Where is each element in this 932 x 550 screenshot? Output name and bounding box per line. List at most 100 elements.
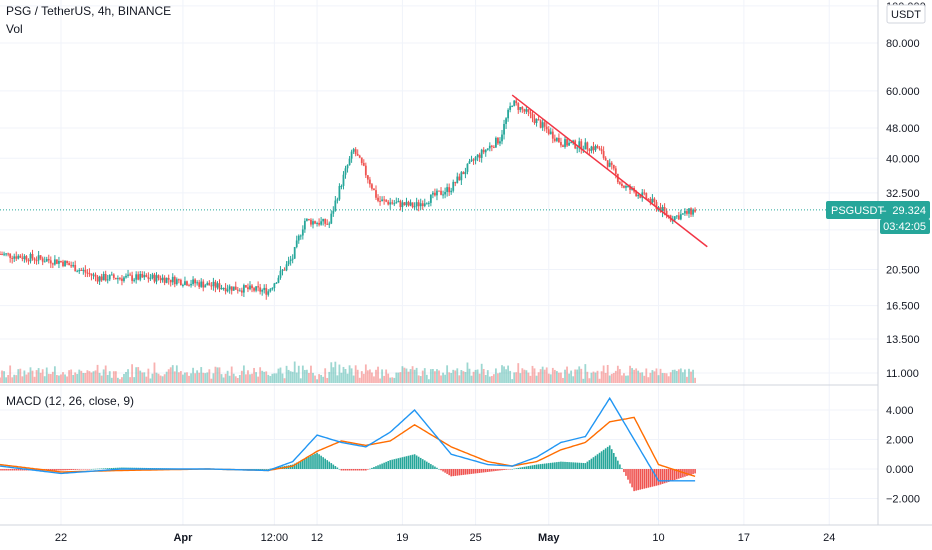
candle-body (297, 235, 300, 241)
candle-body (143, 275, 146, 278)
candle-body (568, 142, 570, 146)
candle-body (104, 274, 107, 281)
candle-body (501, 134, 503, 142)
volume-bar (356, 369, 359, 383)
volume-bar (257, 376, 260, 383)
macd-histogram-bar (694, 469, 696, 474)
currency-badge[interactable] (886, 4, 926, 24)
volume-bar (507, 365, 510, 383)
volume-bar (474, 369, 477, 383)
currency-label: USDT (891, 9, 921, 21)
macd-histogram-bar (495, 469, 497, 471)
candle-body (58, 260, 60, 264)
candle-body (228, 286, 231, 290)
candle-body (578, 141, 581, 148)
candle-body (334, 200, 337, 211)
candle-body (106, 279, 109, 281)
candle-body (287, 261, 290, 265)
candle-body (499, 141, 501, 144)
macd-histogram-bar (619, 464, 621, 469)
macd-histogram-bar (610, 449, 613, 469)
candle-body (651, 198, 654, 203)
candle-body (214, 281, 217, 288)
macd-histogram-bar (663, 469, 666, 484)
price-axis[interactable]: 100.00080.00060.00048.00040.00032.50026.… (886, 1, 926, 380)
macd-tick-label: −2.000 (886, 494, 920, 506)
macd-histogram-bar (395, 458, 398, 469)
price-tag: PSGUSDT – 29.324 03:42:05 (826, 201, 930, 234)
macd-histogram-bar (86, 469, 89, 470)
volume-bar (665, 373, 668, 383)
volume-bar (566, 366, 568, 383)
macd-histogram-bar (537, 464, 540, 469)
volume-bar (578, 366, 581, 383)
macd-histogram-bar (592, 457, 595, 469)
macd-histogram-bar (547, 463, 550, 469)
trendline[interactable] (511, 94, 708, 248)
candle-body (417, 202, 420, 207)
candle-body (432, 192, 434, 195)
candle-body (338, 186, 341, 200)
volume-bar (588, 378, 591, 383)
macd-histogram-bar (454, 469, 457, 476)
candle-body (249, 285, 251, 290)
macd-histogram-bar (572, 462, 574, 469)
candle-body (531, 113, 534, 119)
macd-axis[interactable]: 4.000 2.000 0.000 −2.000 (886, 405, 920, 506)
volume-bar (655, 368, 658, 383)
macd-histogram-bar (350, 469, 353, 471)
volume-bar (602, 365, 605, 383)
volume-bar (456, 368, 459, 383)
candle-body (96, 276, 99, 282)
macd-histogram-bar (7, 469, 9, 471)
time-axis[interactable]: 22 Apr 12:00 12 19 25 May 10 17 24 (55, 532, 836, 544)
candle-body (171, 276, 174, 283)
candle-body (299, 235, 302, 237)
candle-body (110, 274, 113, 276)
candle-body (472, 159, 475, 161)
macd-histogram-bar (76, 469, 79, 470)
candle-body (364, 165, 367, 176)
macd-histogram-bar (47, 469, 50, 471)
candle-body (395, 202, 398, 204)
candle-body (116, 278, 119, 280)
macd-histogram-bar (578, 462, 581, 469)
volume-bar (253, 367, 255, 383)
macd-histogram-bar (533, 464, 536, 469)
candle-body (454, 181, 457, 184)
macd-histogram-bar (621, 468, 623, 469)
volume-bar (434, 371, 436, 383)
volume-bar (564, 369, 566, 383)
price-tick-label: 40.000 (886, 153, 920, 165)
volume-bar (216, 367, 219, 383)
candle-body (157, 275, 160, 279)
macd-histogram-bar (391, 459, 394, 469)
volume-bar (679, 368, 682, 383)
candle-body (242, 285, 245, 293)
volume-bars (0, 361, 696, 383)
volume-bar (9, 365, 12, 383)
volume-bar (104, 365, 107, 383)
countdown-timer: 03:42:05 (883, 221, 926, 233)
macd-histogram-bar (446, 469, 448, 474)
candle-body (576, 147, 579, 149)
time-tick-label: Apr (173, 532, 193, 544)
volume-bar (332, 367, 335, 383)
candle-body (216, 283, 219, 288)
candle-body (403, 202, 406, 206)
macd-histogram-bar (450, 469, 452, 477)
volume-bar (562, 377, 564, 383)
macd-histogram-bar (70, 469, 72, 470)
candle-body (529, 112, 532, 114)
macd-histogram-bar (267, 469, 270, 470)
volume-bar (171, 365, 174, 383)
volume-bar (663, 373, 666, 383)
volume-bar (19, 368, 22, 383)
macd-histogram-bar (78, 469, 81, 470)
volume-bar (139, 370, 142, 383)
macd-histogram-bar (564, 461, 566, 469)
macd-histogram-bar (511, 469, 513, 470)
macd-histogram-bar (247, 469, 249, 470)
volume-bar (444, 374, 446, 383)
